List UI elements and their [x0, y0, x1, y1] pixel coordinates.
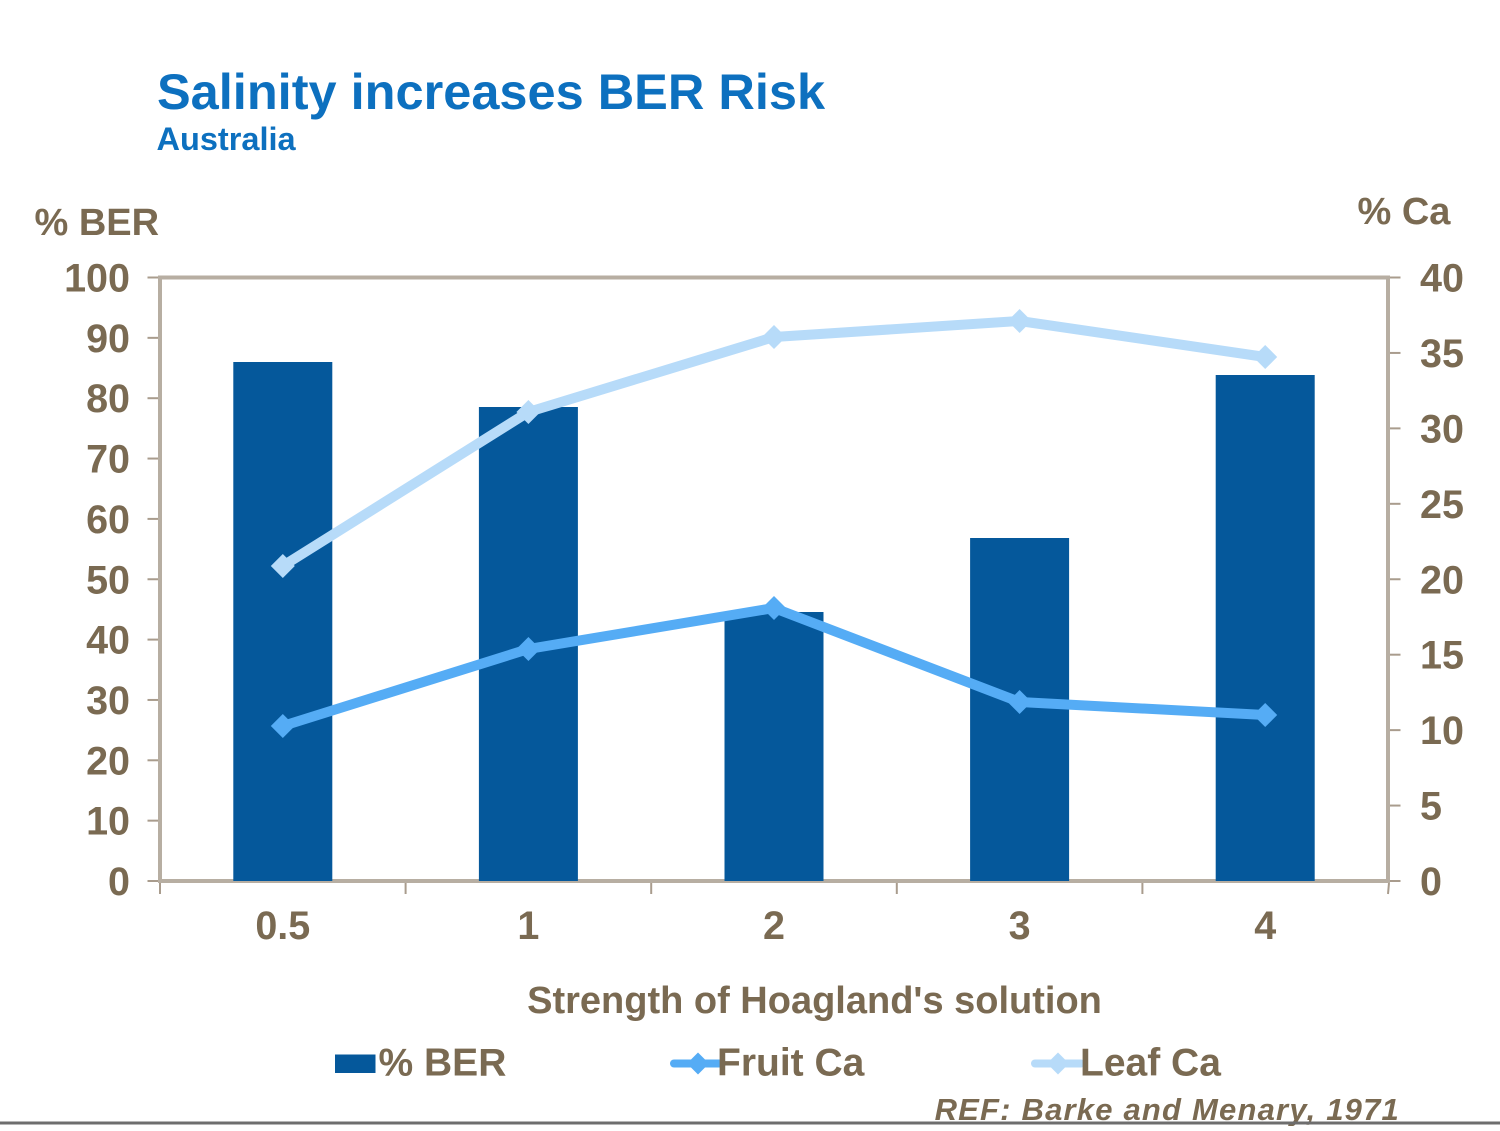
- svg-text:0: 0: [108, 860, 130, 904]
- svg-text:1: 1: [517, 904, 539, 948]
- svg-text:40: 40: [1420, 257, 1464, 301]
- svg-text:80: 80: [86, 377, 130, 421]
- svg-text:3: 3: [1009, 904, 1031, 948]
- svg-text:50: 50: [86, 558, 130, 602]
- svg-text:REF: Barke and Menary, 1971: REF: Barke and Menary, 1971: [935, 1092, 1400, 1126]
- svg-text:90: 90: [86, 317, 130, 361]
- svg-text:Australia: Australia: [157, 121, 297, 157]
- svg-text:Salinity increases BER Risk: Salinity increases BER Risk: [157, 63, 826, 120]
- svg-text:% Ca: % Ca: [1358, 191, 1452, 233]
- svg-text:40: 40: [86, 619, 130, 663]
- svg-text:20: 20: [1420, 558, 1464, 602]
- svg-text:Leaf Ca: Leaf Ca: [1080, 1042, 1221, 1085]
- svg-text:0: 0: [1420, 860, 1442, 904]
- svg-text:10: 10: [86, 800, 130, 844]
- svg-text:35: 35: [1420, 332, 1464, 376]
- svg-text:Strength of Hoagland's solutio: Strength of Hoagland's solution: [527, 980, 1102, 1022]
- svg-text:25: 25: [1420, 483, 1464, 527]
- svg-text:30: 30: [1420, 407, 1464, 451]
- svg-text:% BER: % BER: [35, 202, 160, 244]
- svg-text:Fruit Ca: Fruit Ca: [717, 1042, 865, 1085]
- svg-text:10: 10: [1420, 709, 1464, 753]
- svg-text:70: 70: [86, 438, 130, 482]
- svg-text:% BER: % BER: [379, 1042, 507, 1085]
- svg-text:15: 15: [1420, 634, 1464, 678]
- svg-text:0.5: 0.5: [255, 904, 310, 948]
- svg-text:2: 2: [763, 904, 785, 948]
- svg-text:4: 4: [1254, 904, 1276, 948]
- svg-text:5: 5: [1420, 785, 1442, 829]
- svg-text:30: 30: [86, 679, 130, 723]
- svg-text:20: 20: [86, 739, 130, 783]
- svg-text:100: 100: [64, 257, 130, 301]
- svg-text:60: 60: [86, 498, 130, 542]
